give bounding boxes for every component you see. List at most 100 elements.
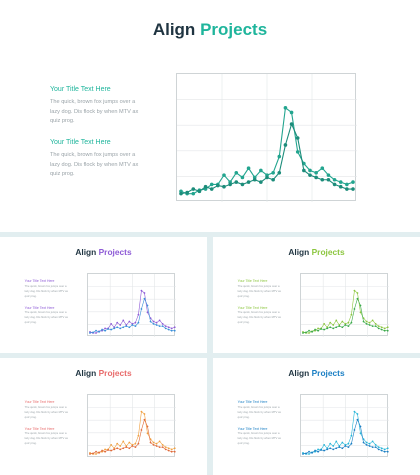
series-1-point xyxy=(110,443,112,446)
title-word-projects: Projects xyxy=(98,246,132,257)
series-2-point xyxy=(228,182,232,187)
block-heading: Your Title Text Here xyxy=(24,305,55,310)
series-2-point xyxy=(173,329,176,332)
series-1-point xyxy=(134,442,137,445)
series-2-point xyxy=(304,452,307,455)
line-chart xyxy=(299,272,390,338)
series-2-point xyxy=(97,451,100,454)
series-2-point xyxy=(91,452,94,455)
series-2-point xyxy=(216,183,220,188)
series-2-point xyxy=(164,448,167,451)
series-2-point xyxy=(173,450,176,453)
slide-thumb-green[interactable]: Align Projects Your Title Text Here The qu… xyxy=(213,237,420,353)
slide-thumb-blue[interactable]: Align Projects Your Title Text Here The qu… xyxy=(213,358,420,475)
series-1-point xyxy=(374,443,377,446)
series-2-point xyxy=(365,322,368,325)
title-word-align: Align xyxy=(152,20,196,39)
series-1-point xyxy=(329,321,331,324)
title-word-align: Align xyxy=(288,246,310,257)
series-1-point xyxy=(338,180,343,184)
series-2-point xyxy=(283,143,288,147)
series-1-point xyxy=(137,434,140,437)
block-body: The quick, brown fox jumps over a lazy d… xyxy=(24,406,69,419)
series-1-point xyxy=(271,171,275,175)
series-1-point xyxy=(323,322,325,325)
series-1-point xyxy=(365,441,368,444)
series-1-point xyxy=(128,441,130,444)
series-2-point xyxy=(88,453,91,455)
series-2-point xyxy=(301,453,304,455)
series-2-point xyxy=(100,449,103,452)
series-2-point xyxy=(338,184,343,189)
series-2-point xyxy=(191,187,196,191)
series-1-point xyxy=(103,327,106,330)
series-2-point xyxy=(374,446,377,448)
slide-thumb-purple[interactable]: Align Projects Your Title Text Here The qu… xyxy=(0,237,207,353)
series-2-point xyxy=(380,328,383,331)
series-2-point xyxy=(197,189,202,194)
series-1-point xyxy=(143,413,146,415)
series-1-point xyxy=(383,327,386,330)
series-1-point xyxy=(283,106,288,110)
series-2-point xyxy=(329,447,331,450)
series-1-point xyxy=(386,326,389,329)
series-2-point xyxy=(371,325,374,327)
series-2-point xyxy=(323,328,325,331)
series-2-point xyxy=(295,136,300,140)
series-1-point xyxy=(329,442,331,445)
series-2-point xyxy=(119,327,121,330)
series-2-point xyxy=(356,418,359,421)
series-1-point xyxy=(353,289,356,292)
line-chart xyxy=(86,272,177,338)
series-1-point xyxy=(295,150,300,154)
series-2-point xyxy=(140,308,143,310)
series-2-point xyxy=(332,182,337,187)
line-chart-svg xyxy=(177,74,357,202)
series-2-point xyxy=(362,441,365,444)
chart-grid xyxy=(177,74,357,202)
block-heading: Your Title Text Here xyxy=(237,305,268,310)
series-1-point xyxy=(332,324,334,326)
series-2-point xyxy=(134,325,137,327)
series-2-point xyxy=(246,180,251,184)
series-2-point xyxy=(103,450,106,453)
series-2-point xyxy=(222,184,226,189)
series-2-point xyxy=(97,330,100,333)
series-2-point xyxy=(158,325,161,327)
series-1-point xyxy=(167,447,170,450)
series-1-point xyxy=(386,447,389,450)
series-2-point xyxy=(103,329,106,332)
series-2-point xyxy=(234,180,239,184)
slide-main[interactable]: Align Projects Your Title Text Here The qu… xyxy=(0,0,420,232)
block-body: The quick, brown fox jumps over a lazy d… xyxy=(24,285,69,298)
slide-title: Align Projects xyxy=(213,247,420,257)
series-2-point xyxy=(91,331,94,334)
series-2-point xyxy=(326,448,328,451)
block-body: The quick, brown fox jumps over a lazy d… xyxy=(237,285,282,298)
series-2-point xyxy=(128,326,130,329)
series-2-point xyxy=(353,308,356,310)
series-2-point xyxy=(271,177,275,182)
series-2-point xyxy=(338,446,340,448)
series-1-point xyxy=(209,182,214,187)
series-2-point xyxy=(319,328,322,330)
title-word-projects: Projects xyxy=(98,367,132,378)
series-1-point xyxy=(335,440,337,443)
series-2-point xyxy=(353,429,356,431)
series-2-point xyxy=(259,180,263,184)
block-body: The quick, brown fox jumps over a lazy d… xyxy=(50,99,139,124)
slide-thumb-orange[interactable]: Align Projects Your Title Text Here The qu… xyxy=(0,358,207,475)
series-1-point xyxy=(374,322,377,325)
series-2-point xyxy=(338,325,340,327)
series-1-point xyxy=(155,321,158,324)
line-chart-svg xyxy=(87,273,177,338)
series-2-point xyxy=(383,450,386,453)
series-2-point xyxy=(100,328,103,331)
series-2-point xyxy=(347,446,350,448)
series-1-point xyxy=(191,191,196,196)
series-1-point xyxy=(356,292,359,294)
series-1-point xyxy=(347,442,350,445)
series-1-point xyxy=(167,326,170,329)
series-2-point xyxy=(316,450,319,453)
series-1-point xyxy=(170,327,173,330)
